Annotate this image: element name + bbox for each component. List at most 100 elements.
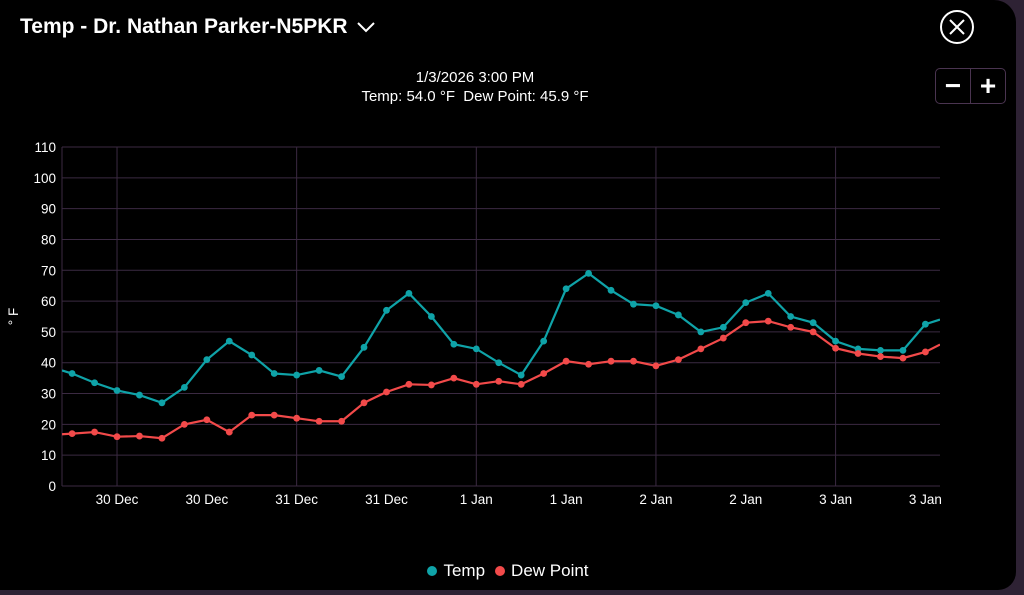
data-point-dew-point — [787, 323, 795, 331]
data-point-temp — [809, 319, 817, 327]
data-point-temp — [427, 313, 435, 320]
data-point-temp — [225, 337, 233, 345]
data-point-dew-point — [764, 317, 772, 325]
data-point-temp — [136, 391, 143, 399]
data-point-dew-point — [113, 433, 121, 441]
data-point-dew-point — [180, 420, 188, 428]
data-point-temp — [697, 328, 705, 336]
data-point-temp — [180, 383, 188, 391]
x-tick-label: 2 Jan — [639, 492, 672, 507]
data-point-dew-point — [315, 417, 323, 425]
data-point-dew-point — [877, 353, 884, 360]
data-point-temp — [764, 289, 772, 297]
data-point-temp — [787, 313, 795, 320]
y-tick-label: 40 — [41, 356, 56, 371]
y-tick-label: 50 — [41, 325, 56, 340]
close-icon — [949, 19, 965, 35]
data-point-dew-point — [517, 380, 525, 388]
data-point-temp — [360, 343, 368, 351]
data-point-temp — [562, 285, 570, 293]
data-point-temp — [383, 306, 390, 314]
data-point-temp — [270, 370, 278, 377]
data-point-temp — [742, 299, 750, 307]
data-point-dew-point — [383, 388, 390, 396]
data-point-temp — [540, 337, 548, 345]
zoom-in-button[interactable]: + — [979, 70, 997, 101]
data-point-dew-point — [922, 348, 929, 356]
data-point-temp — [517, 371, 525, 379]
data-point-temp — [630, 300, 637, 308]
x-tick-label: 30 Dec — [185, 492, 228, 507]
legend-swatch-temp — [427, 566, 438, 576]
data-point-temp — [832, 337, 839, 345]
data-point-dew-point — [607, 357, 615, 365]
x-tick-label: 2 Jan — [729, 492, 762, 507]
y-tick-label: 90 — [41, 202, 56, 217]
x-tick-label: 1 Jan — [460, 492, 493, 507]
data-point-temp — [719, 323, 727, 331]
data-point-dew-point — [338, 417, 345, 425]
data-point-temp — [315, 367, 323, 374]
data-point-temp — [607, 286, 615, 294]
data-point-temp — [405, 289, 413, 297]
y-tick-label: 110 — [34, 140, 56, 155]
data-point-temp — [877, 347, 884, 354]
y-axis-label: ° F — [6, 308, 21, 325]
data-point-dew-point — [68, 430, 76, 438]
close-button[interactable] — [940, 10, 974, 44]
data-point-dew-point — [809, 328, 817, 336]
data-point-dew-point — [293, 414, 301, 422]
data-point-dew-point — [832, 344, 839, 352]
data-point-temp — [674, 311, 682, 319]
data-point-dew-point — [854, 350, 862, 357]
data-point-temp — [68, 370, 76, 377]
chevron-down-icon — [356, 22, 375, 33]
zoom-controls: − + — [935, 68, 1006, 104]
y-tick-label: 10 — [41, 448, 56, 463]
station-selector[interactable]: Temp - Dr. Nathan Parker-N5PKR — [20, 15, 376, 39]
legend-label-dew-point: Dew Point — [511, 561, 589, 580]
hover-readout: 1/3/2026 3:00 PM Temp: 54.0 °F Dew Point… — [0, 68, 945, 106]
data-point-dew-point — [630, 357, 637, 365]
data-point-temp — [450, 340, 458, 348]
data-point-dew-point — [719, 334, 727, 342]
data-point-dew-point — [270, 411, 278, 419]
y-tick-label: 0 — [48, 479, 56, 494]
x-tick-label: 31 Dec — [275, 492, 318, 507]
readout-datetime: 1/3/2026 3:00 PM — [415, 69, 535, 86]
data-point-temp — [203, 356, 211, 364]
legend-item-temp[interactable]: Temp — [427, 561, 485, 581]
legend: Temp Dew Point — [0, 561, 1016, 581]
data-point-dew-point — [405, 380, 413, 388]
data-point-dew-point — [248, 411, 256, 419]
data-point-temp — [338, 373, 345, 380]
legend-item-dew-point[interactable]: Dew Point — [495, 561, 589, 581]
data-point-dew-point — [225, 428, 233, 436]
data-point-dew-point — [495, 377, 503, 385]
zoom-out-button[interactable]: − — [936, 69, 971, 103]
data-point-dew-point — [360, 399, 368, 407]
data-point-dew-point — [562, 357, 570, 365]
y-tick-label: 100 — [33, 171, 56, 186]
data-point-dew-point — [203, 416, 211, 424]
legend-swatch-dew-point — [495, 566, 506, 576]
y-tick-label: 30 — [41, 387, 56, 402]
data-point-temp — [899, 347, 907, 354]
data-point-dew-point — [91, 428, 98, 436]
data-point-dew-point — [674, 356, 682, 364]
data-point-dew-point — [158, 434, 166, 442]
readout-values: Temp: 54.0 °F Dew Point: 45.9 °F — [361, 88, 589, 105]
data-point-temp — [158, 399, 166, 407]
data-point-dew-point — [697, 345, 705, 353]
data-point-dew-point — [540, 370, 548, 377]
data-point-temp — [293, 371, 301, 379]
data-point-dew-point — [585, 360, 592, 368]
data-point-temp — [922, 320, 929, 328]
data-point-temp — [495, 359, 503, 367]
x-tick-label: 31 Dec — [365, 492, 408, 507]
data-point-temp — [585, 269, 592, 277]
data-point-temp — [248, 351, 256, 359]
line-chart[interactable]: 0 10 20 30 40 50 60 70 80 90 100 110 30 Dec 30 Dec 31 … — [0, 0, 1016, 560]
x-tick-label: 3 Jan — [909, 492, 942, 507]
